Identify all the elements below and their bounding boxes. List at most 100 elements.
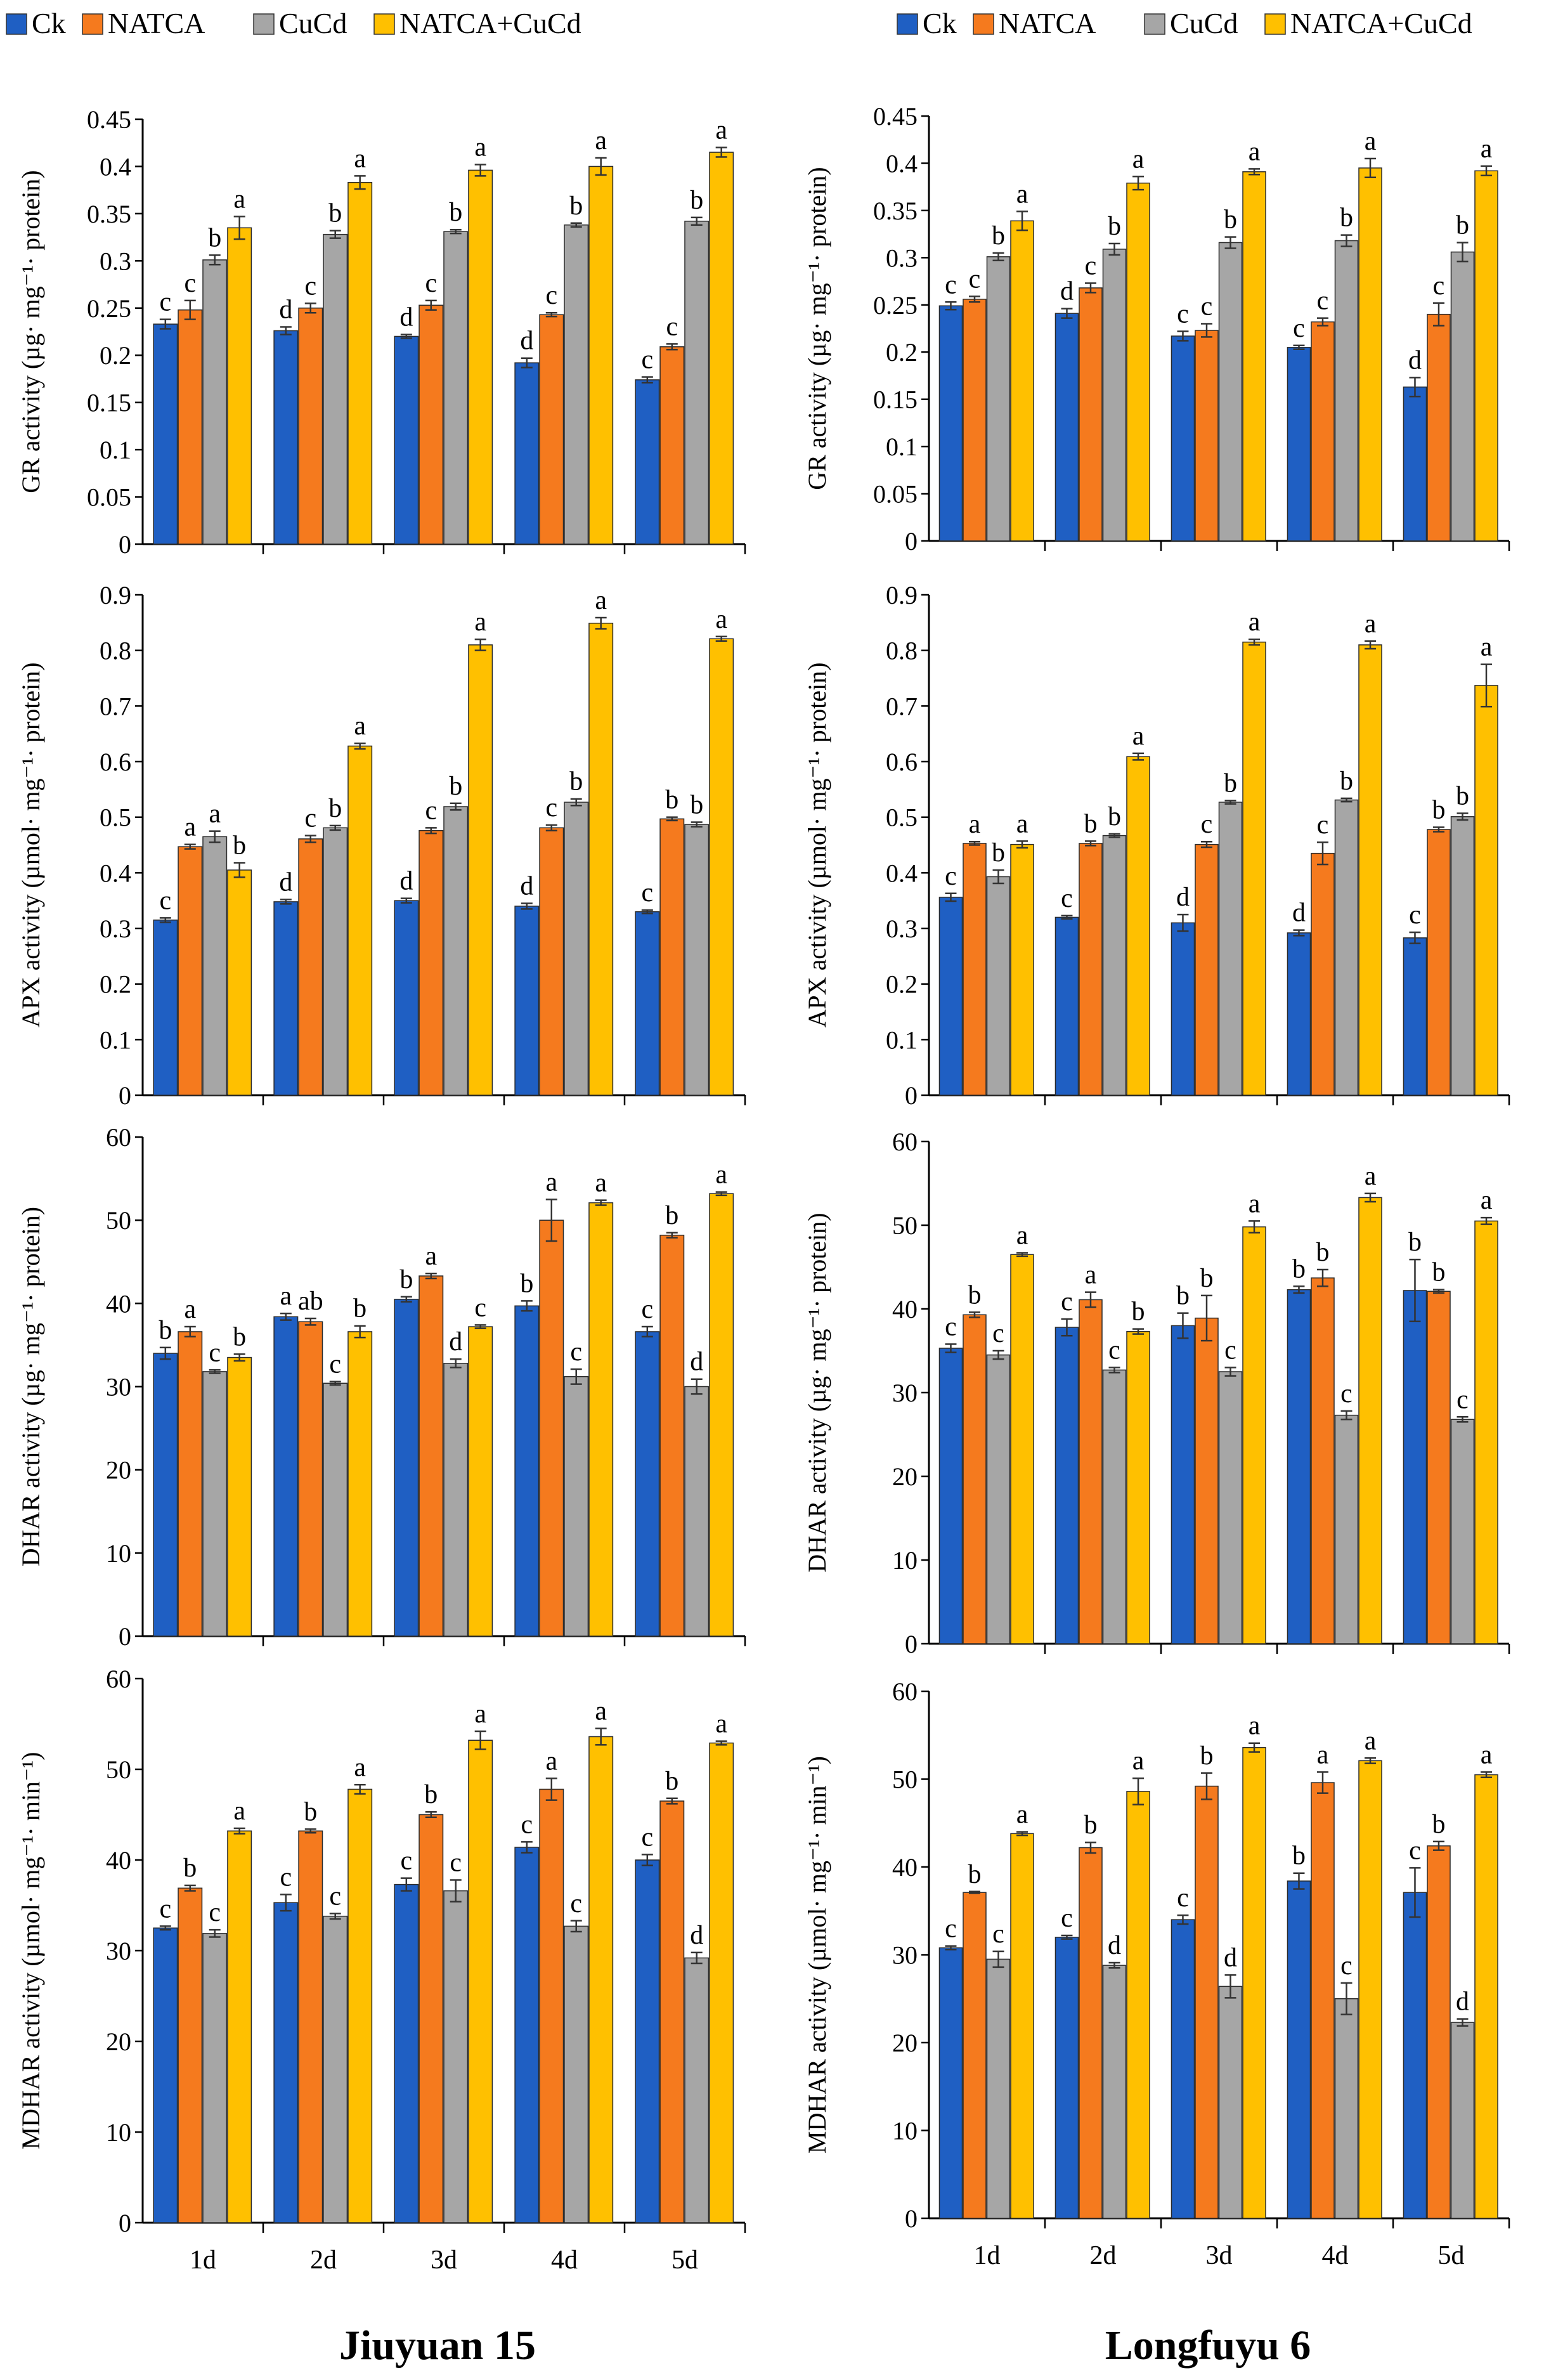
bar-natca-cucd: [1474, 1220, 1498, 1644]
error-bar: [521, 902, 533, 910]
error-bar: [354, 175, 366, 190]
y-tick-label: 20: [106, 1456, 131, 1485]
legend-label: NATCA+CuCd: [1290, 7, 1472, 39]
bar-natca: [539, 827, 564, 1096]
error-bar: [545, 824, 557, 831]
error-bar: [1108, 833, 1120, 838]
error-bar: [354, 1325, 366, 1339]
y-tick-label: 0.7: [100, 692, 131, 720]
significance-letter: c: [1061, 884, 1073, 913]
bar-ck: [273, 1316, 299, 1637]
bar-natca: [298, 1830, 323, 2223]
bar-ck: [1403, 1290, 1427, 1644]
y-tick-label: 60: [892, 1128, 918, 1156]
significance-letter: c: [570, 1889, 582, 1918]
error-bar: [1432, 826, 1444, 833]
significance-letter: b: [183, 1854, 197, 1883]
significance-letter: b: [1108, 212, 1121, 241]
bar-natca: [418, 1814, 444, 2223]
error-bar: [1340, 1410, 1353, 1421]
error-bar: [1432, 1840, 1444, 1851]
bar-cucd: [564, 1376, 589, 1637]
error-bar: [1481, 1771, 1493, 1778]
y-tick-label: 30: [892, 1941, 918, 1970]
error-bar: [1132, 176, 1145, 191]
error-bar: [1456, 2018, 1469, 2027]
bar-cucd: [1102, 835, 1127, 1096]
significance-letter: a: [1365, 127, 1377, 156]
chart-panel: 0 0.05 0.1 0.15 0.2 0.25 0.3 0.35 0.4 0.45 GR acti…: [803, 102, 1510, 556]
bar-natca: [298, 308, 323, 545]
error-bar: [1432, 1289, 1444, 1294]
error-bar: [1365, 157, 1377, 179]
error-bar: [425, 827, 437, 835]
significance-letter: c: [450, 1848, 462, 1877]
bar-natca-cucd: [709, 152, 734, 545]
bar-natca: [1079, 287, 1103, 542]
bar-natca: [659, 818, 685, 1096]
error-bar: [1224, 800, 1236, 805]
bar-ck: [394, 900, 419, 1096]
y-tick-label: 0: [905, 527, 918, 556]
bar-ck: [1171, 1919, 1195, 2219]
bar-ck: [394, 335, 419, 545]
error-bar: [715, 146, 727, 158]
error-bar: [1365, 640, 1377, 650]
y-tick-label: 0.6: [886, 748, 918, 776]
legend-2: Ck NATCA CuCd NATCA+CuCd: [897, 7, 1472, 39]
error-bar: [1016, 211, 1028, 231]
legend-label: Ck: [32, 7, 66, 39]
error-bar: [1293, 1285, 1305, 1294]
y-tick-label: 0.2: [886, 338, 918, 367]
error-bar: [1432, 302, 1444, 327]
bar-ck: [1171, 335, 1195, 542]
bar-natca: [659, 1800, 685, 2223]
significance-letter: a: [595, 126, 607, 155]
error-bar: [400, 897, 412, 904]
significance-letter: a: [1132, 1746, 1145, 1776]
bar-ck: [1054, 1327, 1079, 1644]
error-bar: [1293, 1872, 1305, 1890]
legend-label: NATCA: [999, 7, 1096, 39]
error-bar: [450, 1358, 462, 1369]
y-tick-label: 0.15: [87, 389, 131, 417]
error-bar: [968, 1890, 980, 1894]
error-bar: [666, 816, 678, 822]
y-tick-label: 0.5: [100, 803, 131, 832]
error-bar: [992, 1950, 1004, 1968]
legend-swatch-ck: [897, 13, 918, 35]
x-category-label: 4d: [551, 2246, 578, 2275]
significance-letter: c: [1409, 1836, 1421, 1865]
significance-letter: a: [595, 586, 607, 615]
error-bar: [1061, 1318, 1073, 1337]
bar-cucd: [443, 806, 469, 1096]
significance-letter: a: [1085, 1261, 1097, 1290]
significance-letter: b: [328, 199, 342, 228]
error-bar: [595, 157, 607, 176]
bar-natca-cucd: [347, 745, 373, 1096]
error-bar: [184, 1884, 196, 1892]
bar-cucd: [684, 824, 710, 1096]
significance-letter: d: [1108, 1931, 1121, 1960]
significance-letter: d: [520, 872, 533, 901]
x-category-label: 2d: [1090, 2241, 1117, 2270]
significance-letter: a: [1481, 633, 1493, 662]
chart-panel: 0 0.1 0.2 0.3 0.4 0.5 0.6 0.7 0.8 0.9 APX activity…: [803, 581, 1510, 1110]
bar-natca-cucd: [1358, 1197, 1382, 1644]
y-tick-label: 0.45: [87, 105, 131, 134]
y-tick-label: 50: [892, 1765, 918, 1794]
significance-letter: c: [1293, 314, 1305, 343]
significance-letter: a: [1016, 1221, 1028, 1251]
y-tick-label: 0: [119, 1622, 131, 1651]
significance-letter: a: [280, 1282, 292, 1311]
error-bar: [425, 299, 437, 311]
y-tick-label: 0.9: [886, 581, 918, 609]
error-bar: [1456, 812, 1469, 821]
significance-letter: c: [425, 796, 437, 825]
significance-letter: c: [1317, 287, 1329, 316]
significance-letter: a: [1317, 1740, 1329, 1769]
y-tick-label: 0.4: [100, 859, 131, 887]
error-bar: [400, 1877, 412, 1892]
y-tick-label: 0: [119, 1081, 131, 1110]
